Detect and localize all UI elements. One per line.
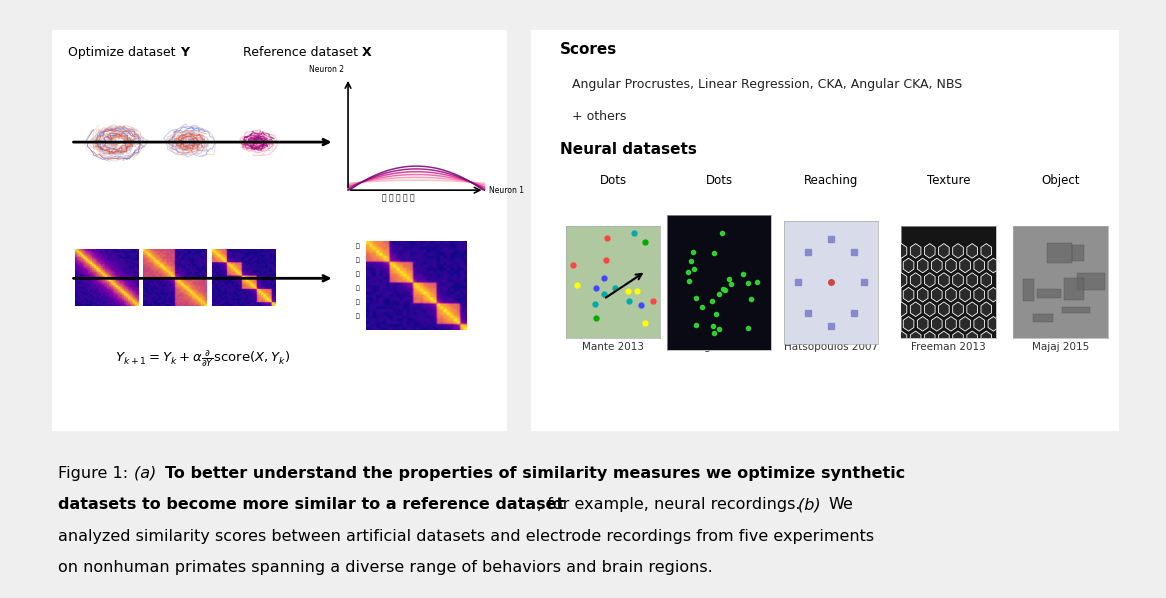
Text: (a): (a) <box>134 466 162 481</box>
Text: Object: Object <box>1041 174 1080 187</box>
Bar <box>1062 307 1090 313</box>
Bar <box>1037 289 1061 298</box>
Text: We: We <box>828 498 854 512</box>
Text: $Y_{k+1} = Y_k + \alpha\frac{\partial}{\partial Y}\mathrm{score}(X, Y_k)$: $Y_{k+1} = Y_k + \alpha\frac{\partial}{\… <box>115 348 290 369</box>
Bar <box>1033 314 1053 322</box>
Text: on nonhuman primates spanning a diverse range of behaviors and brain regions.: on nonhuman primates spanning a diverse … <box>58 560 712 575</box>
Text: 🐈: 🐈 <box>356 243 359 249</box>
Text: (b): (b) <box>798 498 826 512</box>
Bar <box>1024 279 1033 301</box>
Text: Scores: Scores <box>560 42 617 57</box>
Text: Reference dataset: Reference dataset <box>243 46 361 59</box>
Text: Mante 2013: Mante 2013 <box>582 343 644 352</box>
Text: 🚌: 🚌 <box>356 313 359 319</box>
Text: X: X <box>361 46 371 59</box>
Text: 🚗: 🚗 <box>356 300 359 305</box>
Text: Freeman 2013: Freeman 2013 <box>911 343 986 352</box>
Text: analyzed similarity scores between artificial datasets and electrode recordings : analyzed similarity scores between artif… <box>58 529 874 544</box>
Text: Angular Procrustes, Linear Regression, CKA, Angular CKA, NBS: Angular Procrustes, Linear Regression, C… <box>571 78 962 91</box>
Text: + others: + others <box>571 110 626 123</box>
Text: , for example, neural recordings.: , for example, neural recordings. <box>538 498 806 512</box>
Text: Neural datasets: Neural datasets <box>560 142 697 157</box>
FancyBboxPatch shape <box>519 22 1131 438</box>
Text: Y: Y <box>180 46 189 59</box>
Bar <box>1072 245 1084 261</box>
Bar <box>1065 278 1083 300</box>
Text: Majaj 2015: Majaj 2015 <box>1032 343 1089 352</box>
Text: Texture: Texture <box>927 174 970 187</box>
Text: Neuron 2: Neuron 2 <box>309 65 344 74</box>
Text: Dots: Dots <box>705 174 732 187</box>
Text: 🐈: 🐈 <box>356 258 359 263</box>
Text: Siegel 2015: Siegel 2015 <box>688 343 750 352</box>
Text: Figure 1:: Figure 1: <box>58 466 133 481</box>
FancyBboxPatch shape <box>43 22 517 438</box>
Bar <box>1047 243 1072 263</box>
Text: datasets to become more similar to a reference dataset: datasets to become more similar to a ref… <box>58 498 564 512</box>
Text: Hatsopoulos 2007: Hatsopoulos 2007 <box>784 343 878 352</box>
Text: Neuron 1: Neuron 1 <box>489 185 524 195</box>
Text: Dots: Dots <box>599 174 626 187</box>
Text: Reaching: Reaching <box>803 174 858 187</box>
Text: 🐈 🐎 🚗 🚌 🚗: 🐈 🐎 🚗 🚌 🚗 <box>381 193 414 202</box>
Bar <box>1077 273 1105 291</box>
Text: 🚗: 🚗 <box>356 285 359 291</box>
Text: To better understand the properties of similarity measures we optimize synthetic: To better understand the properties of s… <box>164 466 905 481</box>
Text: Optimize dataset: Optimize dataset <box>69 46 180 59</box>
Text: 🐎: 🐎 <box>356 271 359 277</box>
